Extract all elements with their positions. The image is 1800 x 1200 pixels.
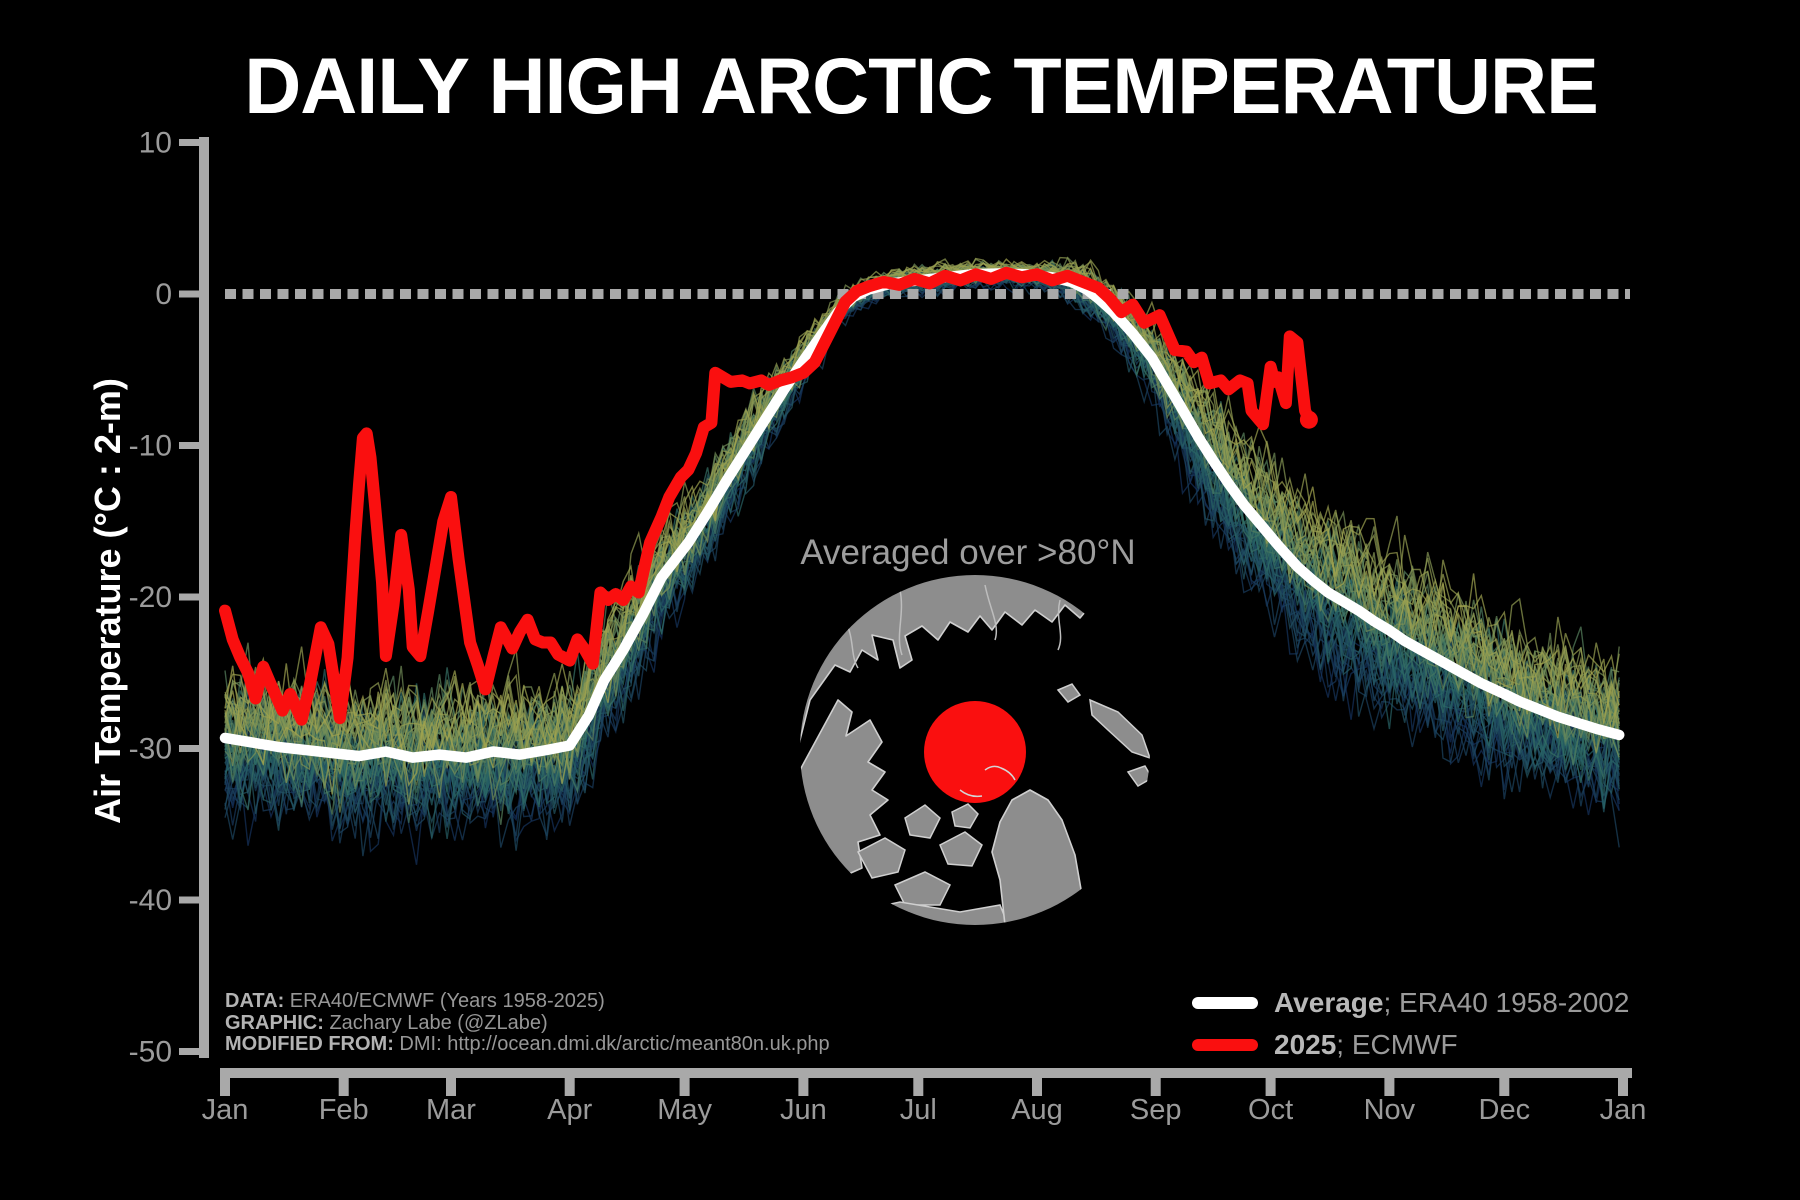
x-axis-tick [1499, 1078, 1510, 1096]
x-axis-month-label: Jan [1600, 1094, 1647, 1126]
x-axis-month-label: Nov [1364, 1094, 1416, 1126]
series-layer [219, 266, 1625, 763]
ensemble-year-line [224, 258, 1620, 787]
map-land-canada-island [939, 831, 983, 867]
legend-item-2025: 2025; ECMWF [1192, 1029, 1629, 1060]
y-axis-tick [179, 442, 199, 449]
chart-title: DAILY HIGH ARCTIC TEMPERATURE [244, 41, 1599, 130]
y-axis-tick-label: 10 [139, 127, 172, 160]
x-axis-month-label: Feb [319, 1094, 369, 1126]
x-axis-month-label: Oct [1248, 1094, 1293, 1126]
map-river [898, 589, 903, 656]
y-axis-tick [179, 593, 199, 601]
map-land-greenland [991, 789, 1083, 925]
ensemble-year-line [224, 267, 1620, 830]
legend-label: Average [1274, 987, 1384, 1018]
y-axis-tick-label: -40 [129, 884, 172, 917]
2025-line [219, 266, 1315, 726]
x-axis-tick [1032, 1078, 1042, 1096]
map-80N-region-marker [924, 701, 1026, 803]
x-axis-month-label: Aug [1011, 1094, 1063, 1126]
x-axis-month-label: Jun [780, 1094, 827, 1126]
credit-line-data: DATA: ERA40/ECMWF (Years 1958-2025) [225, 990, 605, 1012]
inset-caption: Averaged over >80°N [800, 533, 1136, 572]
x-axis-month-label: Jul [900, 1094, 937, 1126]
x-axis-month-label: Mar [426, 1094, 476, 1126]
y-axis-tick-label: -20 [129, 581, 172, 614]
legend: Average; ERA40 1958-2002 2025; ECMWF [1192, 987, 1629, 1072]
y-axis-tick [179, 290, 199, 298]
x-axis-tick [679, 1078, 690, 1096]
x-axis-month-label: Dec [1479, 1094, 1531, 1126]
credit-line-source: MODIFIED FROM: DMI: http://ocean.dmi.dk/… [225, 1033, 830, 1055]
2025-end-marker [1299, 410, 1318, 429]
map-land-canada-island [893, 871, 952, 906]
legend-label: 2025 [1274, 1029, 1337, 1060]
x-axis-tick [1265, 1078, 1276, 1096]
y-axis-bar [199, 137, 209, 1058]
x-axis-tick [798, 1078, 809, 1096]
y-axis-tick [179, 745, 199, 752]
x-axis-tick [1150, 1078, 1161, 1096]
x-axis-tick [564, 1078, 575, 1096]
x-axis-tick [913, 1078, 924, 1096]
x-axis-tick [220, 1078, 230, 1096]
y-axis-tick-label: 0 [155, 278, 172, 311]
map-river [984, 584, 997, 641]
x-axis-tick [446, 1078, 456, 1096]
map-land-siberia [800, 575, 1150, 761]
x-axis-tick [1384, 1078, 1395, 1096]
map-coastline-over-marker [984, 765, 1016, 781]
x-axis-month-label: Jan [202, 1094, 249, 1126]
y-axis-tick [179, 1048, 199, 1055]
y-axis-tick-label: -10 [129, 430, 172, 463]
x-axis-month-label: Apr [547, 1094, 592, 1126]
credits-block: DATA: ERA40/ECMWF (Years 1958-2025) GRAP… [225, 990, 830, 1056]
axes-layer: 10 0 -10 -20 -30 -40 -50 Jan Feb Mar Apr May Jun Jul A… [129, 127, 1647, 1127]
x-axis-tick [1618, 1078, 1628, 1096]
map-coastline-over-marker [959, 789, 983, 798]
map-land-canada-island [904, 804, 941, 839]
map-land-franz-josef [1089, 698, 1150, 760]
map-land-canada-island [856, 837, 906, 879]
legend-item-average: Average; ERA40 1958-2002 [1192, 987, 1629, 1018]
legend-swatch [1192, 997, 1258, 1009]
map-river [1057, 599, 1062, 651]
arctic-map-inset [800, 575, 1150, 925]
x-axis-tick [338, 1078, 349, 1096]
legend-swatch [1192, 1039, 1258, 1051]
y-axis-tick [179, 896, 199, 904]
x-axis-month-label: May [657, 1094, 712, 1126]
y-axis-tick-label: -30 [129, 733, 172, 766]
y-axis-tick-label: -50 [129, 1036, 172, 1069]
y-axis-title: Air Temperature (°C : 2-m) [87, 378, 128, 824]
map-land-svalbard [951, 803, 979, 829]
credit-line-graphic: GRAPHIC: Zachary Labe (@ZLabe) [225, 1011, 548, 1034]
map-land-island [1126, 765, 1150, 787]
y-axis-tick [179, 139, 199, 146]
x-axis-bar [220, 1068, 1632, 1078]
map-land-island [1056, 683, 1082, 703]
x-axis-month-label: Sep [1130, 1094, 1182, 1126]
